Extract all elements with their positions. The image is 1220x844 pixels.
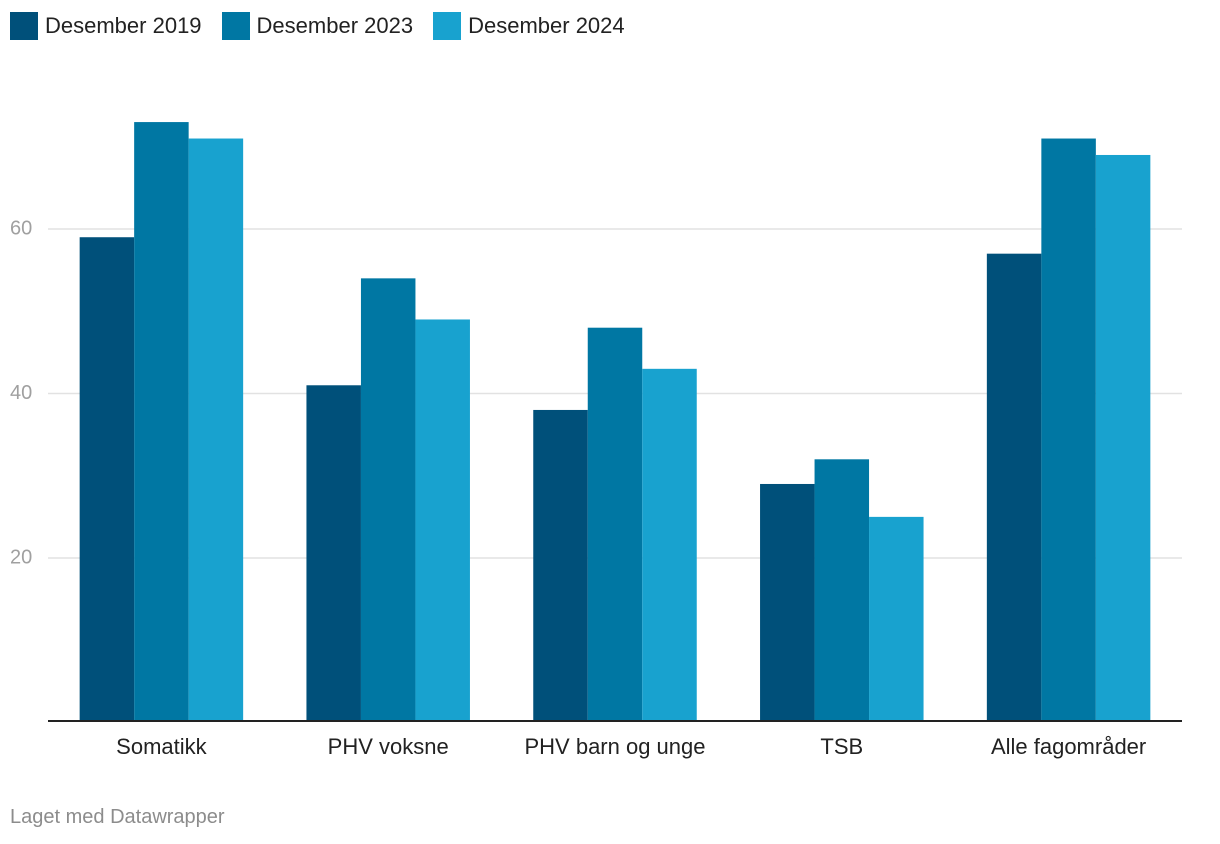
bar-1-0 xyxy=(306,385,361,721)
legend-label-2024: Desember 2024 xyxy=(468,13,625,38)
chart-legend: Desember 2019 Desember 2023 Desember 202… xyxy=(10,12,625,40)
bar-1-2 xyxy=(415,319,470,721)
bar-4-1 xyxy=(1041,138,1096,721)
bar-2-1 xyxy=(587,327,643,721)
bar-4-2 xyxy=(1095,154,1151,722)
legend-item-2023: Desember 2023 xyxy=(221,12,414,40)
bar-4-0 xyxy=(986,253,1042,722)
bar-0-1 xyxy=(134,122,189,721)
legend-item-2024: Desember 2024 xyxy=(433,12,625,40)
legend-item-2019: Desember 2019 xyxy=(10,12,202,40)
category-label-1: PHV voksne xyxy=(328,734,449,759)
bar-0-0 xyxy=(79,237,135,721)
datawrapper-credit: Laget med Datawrapper xyxy=(10,806,225,828)
category-label-2: PHV barn og unge xyxy=(524,734,705,759)
y-tick-label-20: 20 xyxy=(10,546,32,568)
category-label-0: Somatikk xyxy=(116,734,207,759)
legend-swatch-2023 xyxy=(221,12,250,40)
legend-label-2019: Desember 2019 xyxy=(45,13,202,38)
y-tick-label-60: 60 xyxy=(10,217,32,239)
bar-1-1 xyxy=(360,278,416,721)
bar-2-2 xyxy=(642,368,697,721)
category-label-3: TSB xyxy=(820,734,863,759)
legend-label-2023: Desember 2023 xyxy=(256,13,414,38)
y-tick-label-40: 40 xyxy=(10,382,32,404)
bar-3-1 xyxy=(814,459,870,721)
bar-2-0 xyxy=(533,409,588,721)
bar-3-2 xyxy=(869,516,924,721)
legend-swatch-2019 xyxy=(10,12,38,40)
legend-swatch-2024 xyxy=(433,12,462,40)
bar-3-0 xyxy=(760,483,815,721)
bar-0-2 xyxy=(188,138,244,721)
category-label-4: Alle fagområder xyxy=(991,734,1146,759)
